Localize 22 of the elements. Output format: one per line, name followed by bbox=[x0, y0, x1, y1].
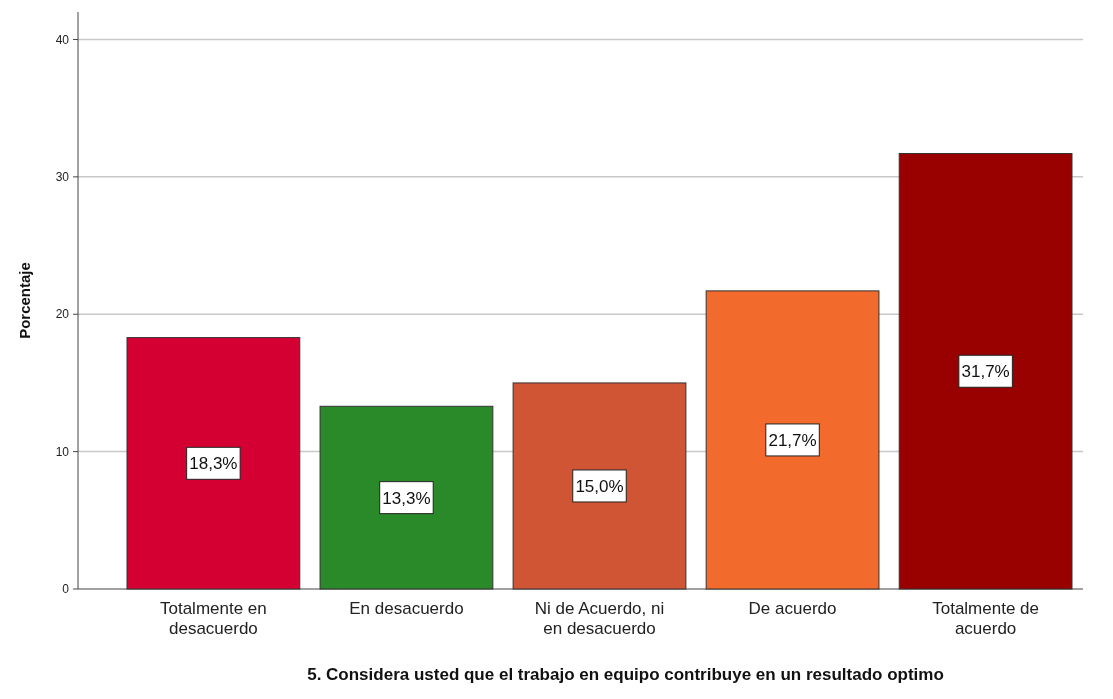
bar bbox=[512, 382, 687, 590]
x-axis-title: 5. Considera usted que el trabajo en equipo contribuye en un resultado optimo bbox=[307, 665, 944, 684]
x-tick-label: De acuerdo bbox=[748, 599, 837, 618]
bar bbox=[898, 153, 1073, 590]
bar bbox=[126, 337, 301, 590]
data-label: 18,3% bbox=[189, 454, 238, 474]
y-tick-label: 0 bbox=[62, 582, 70, 597]
data-label: 13,3% bbox=[382, 488, 431, 508]
bar bbox=[705, 290, 880, 590]
x-tick-label: En desacuerdo bbox=[349, 599, 464, 618]
x-tick-label: Ni de Acuerdo, ni en desacuerdo bbox=[534, 599, 665, 638]
x-tick-label: Totalmente en desacuerdo bbox=[159, 599, 267, 638]
y-tick-label: 30 bbox=[55, 170, 70, 185]
data-label: 21,7% bbox=[768, 430, 817, 450]
x-tick-label: Totalmente de acuerdo bbox=[932, 599, 1040, 638]
y-tick-label: 10 bbox=[55, 444, 70, 459]
data-label: 15,0% bbox=[575, 476, 624, 496]
data-label: 31,7% bbox=[961, 362, 1010, 382]
y-tick-label: 40 bbox=[55, 32, 70, 47]
y-axis-title: Porcentaje bbox=[16, 262, 33, 339]
y-tick-label: 20 bbox=[55, 307, 70, 322]
bar bbox=[319, 405, 494, 590]
